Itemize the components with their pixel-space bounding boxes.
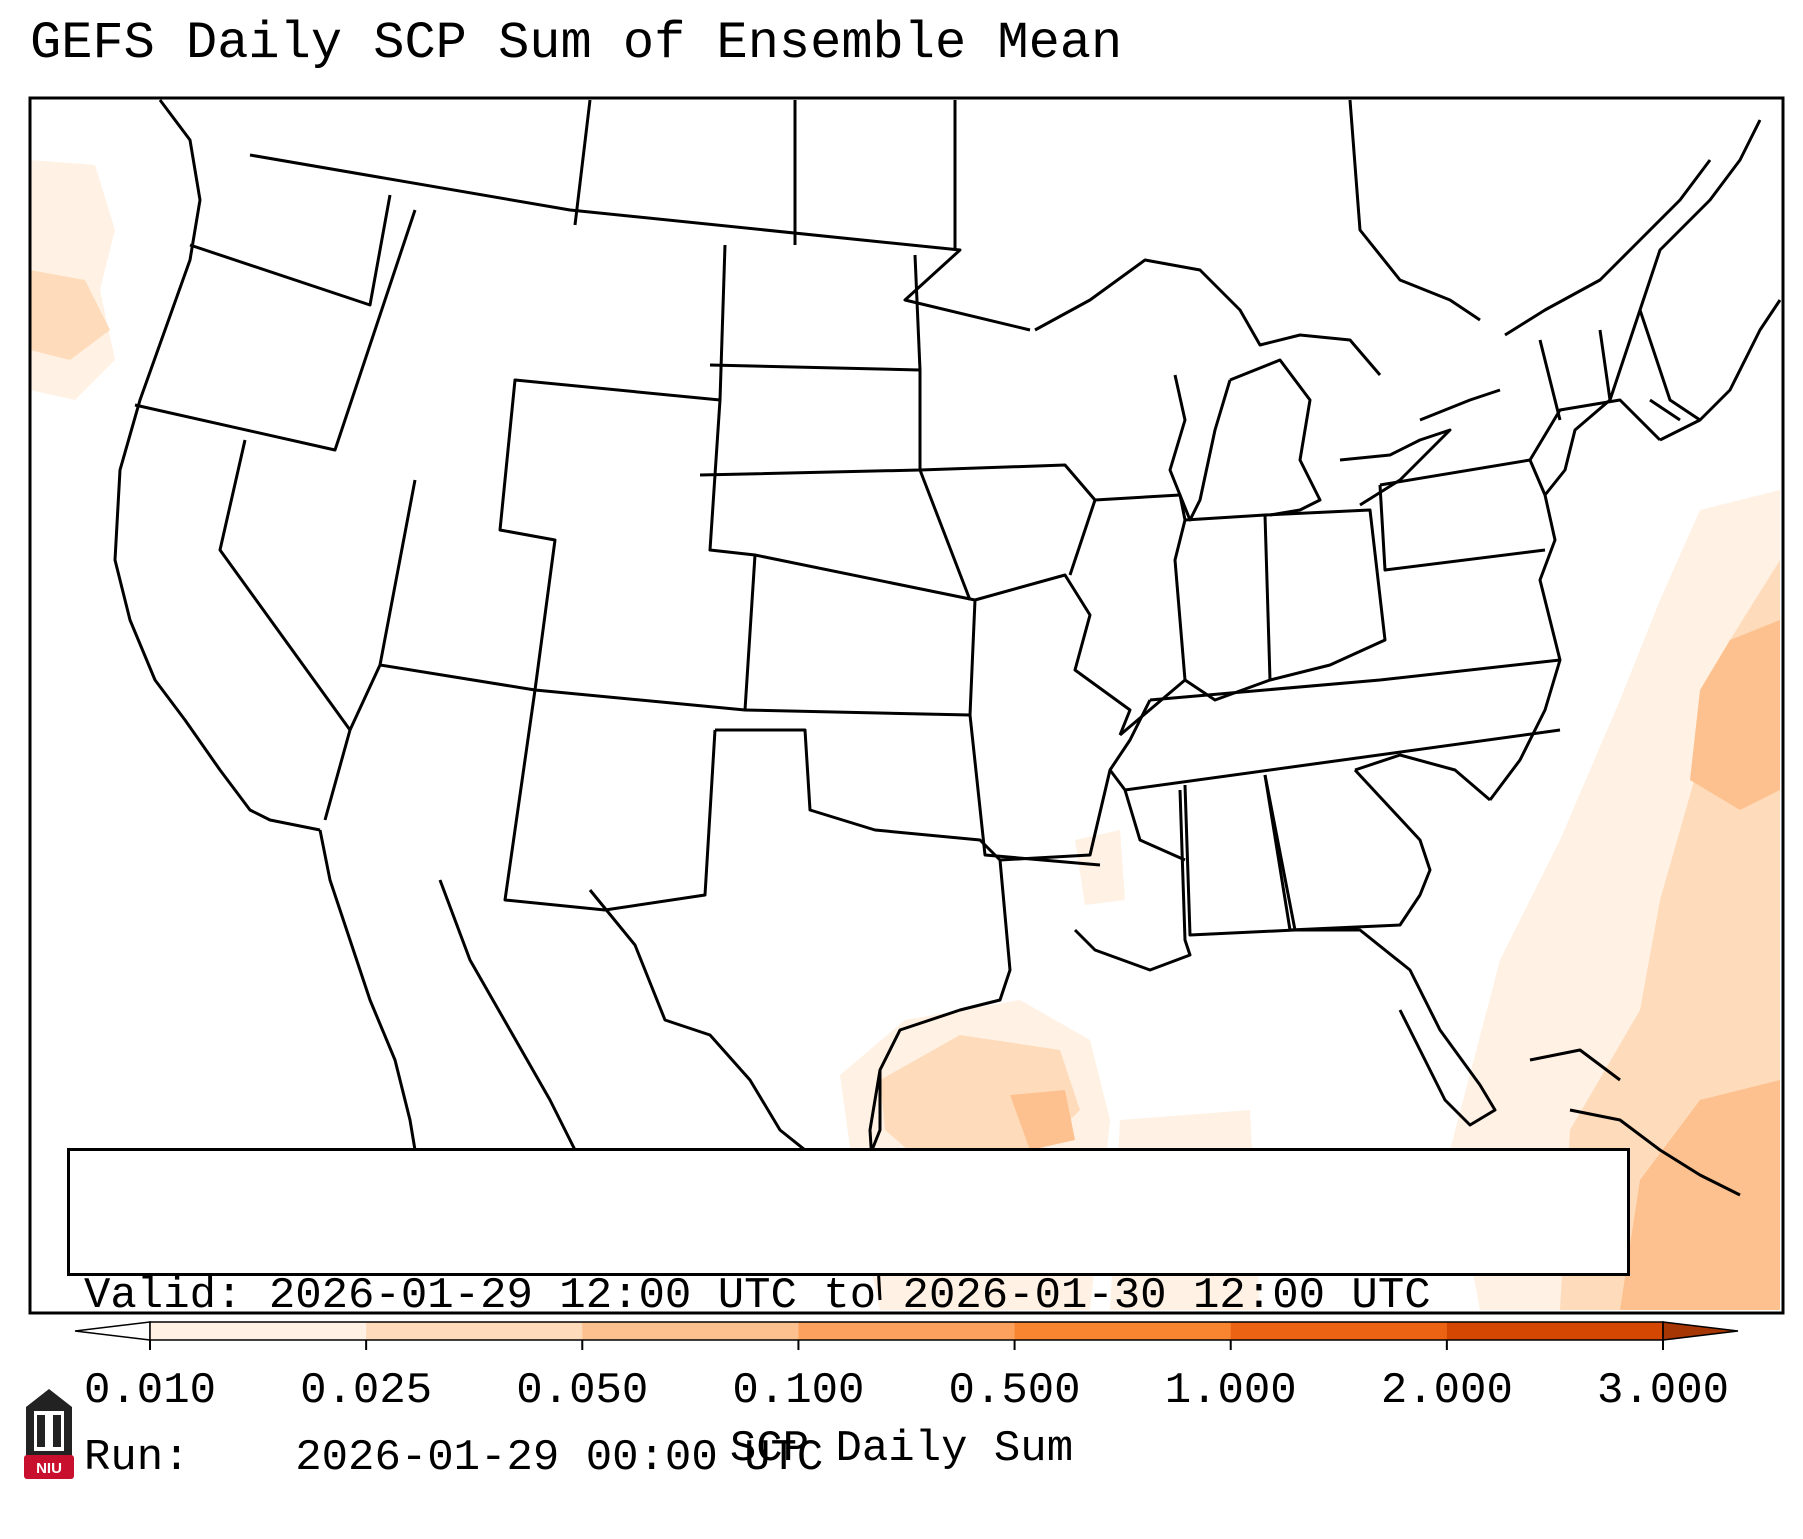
run-value: 2026-01-29 00:00 UTC bbox=[295, 1433, 824, 1483]
valid-label: Valid: bbox=[84, 1271, 243, 1321]
colorbar-tick-label: 0.100 bbox=[732, 1366, 864, 1416]
map-title: GEFS Daily SCP Sum of Ensemble Mean bbox=[30, 14, 1123, 73]
colorbar-tick-label: 1.000 bbox=[1165, 1366, 1297, 1416]
colorbar-tick-label: 0.050 bbox=[516, 1366, 648, 1416]
colorbar-tick-label: 0.025 bbox=[300, 1366, 432, 1416]
colorbar-tick-label: 3.000 bbox=[1597, 1366, 1729, 1416]
colorbar-segments bbox=[74, 1321, 1739, 1341]
logo-text: NIU bbox=[36, 1460, 62, 1477]
colorbar-segment bbox=[366, 1322, 583, 1340]
colorbar-segment bbox=[150, 1322, 367, 1340]
colorbar-tick-label: 0.500 bbox=[949, 1366, 1081, 1416]
state-borders bbox=[113, 99, 1782, 1301]
run-row: Run: 2026-01-29 00:00 UTC bbox=[84, 1431, 1613, 1485]
colorbar-segment bbox=[1230, 1322, 1448, 1340]
run-label: Run: bbox=[84, 1433, 190, 1483]
colorbar-label: SCP Daily Sum bbox=[729, 1424, 1074, 1474]
colorbar-tick-label: 2.000 bbox=[1381, 1366, 1513, 1416]
colorbar: 0.010 0.025 0.050 0.100 0.500 1.000 2.000 3.000 bbox=[74, 1321, 1739, 1416]
valid-row: Valid: 2026-01-29 12:00 UTC to 2026-01-3… bbox=[84, 1269, 1613, 1323]
logo-badge bbox=[24, 1455, 74, 1479]
colorbar-ticks: 0.010 0.025 0.050 0.100 0.500 1.000 2.000 3.000 bbox=[84, 1340, 1729, 1416]
colorbar-segment bbox=[1014, 1322, 1232, 1340]
valid-value: 2026-01-29 12:00 UTC to 2026-01-30 12:00… bbox=[268, 1271, 1431, 1321]
colorbar-over-arrow bbox=[1662, 1321, 1739, 1341]
colorbar-segment bbox=[798, 1322, 1016, 1340]
map-frame bbox=[28, 96, 1785, 1315]
info-box: Valid: 2026-01-29 12:00 UTC to 2026-01-3… bbox=[67, 1148, 1630, 1483]
colorbar-segment bbox=[582, 1322, 799, 1340]
colorbar-outline bbox=[149, 1321, 1664, 1341]
colorbar-tick-label: 0.010 bbox=[84, 1366, 216, 1416]
niu-logo: NIU bbox=[24, 1389, 74, 1479]
colorbar-segment bbox=[1446, 1322, 1664, 1340]
